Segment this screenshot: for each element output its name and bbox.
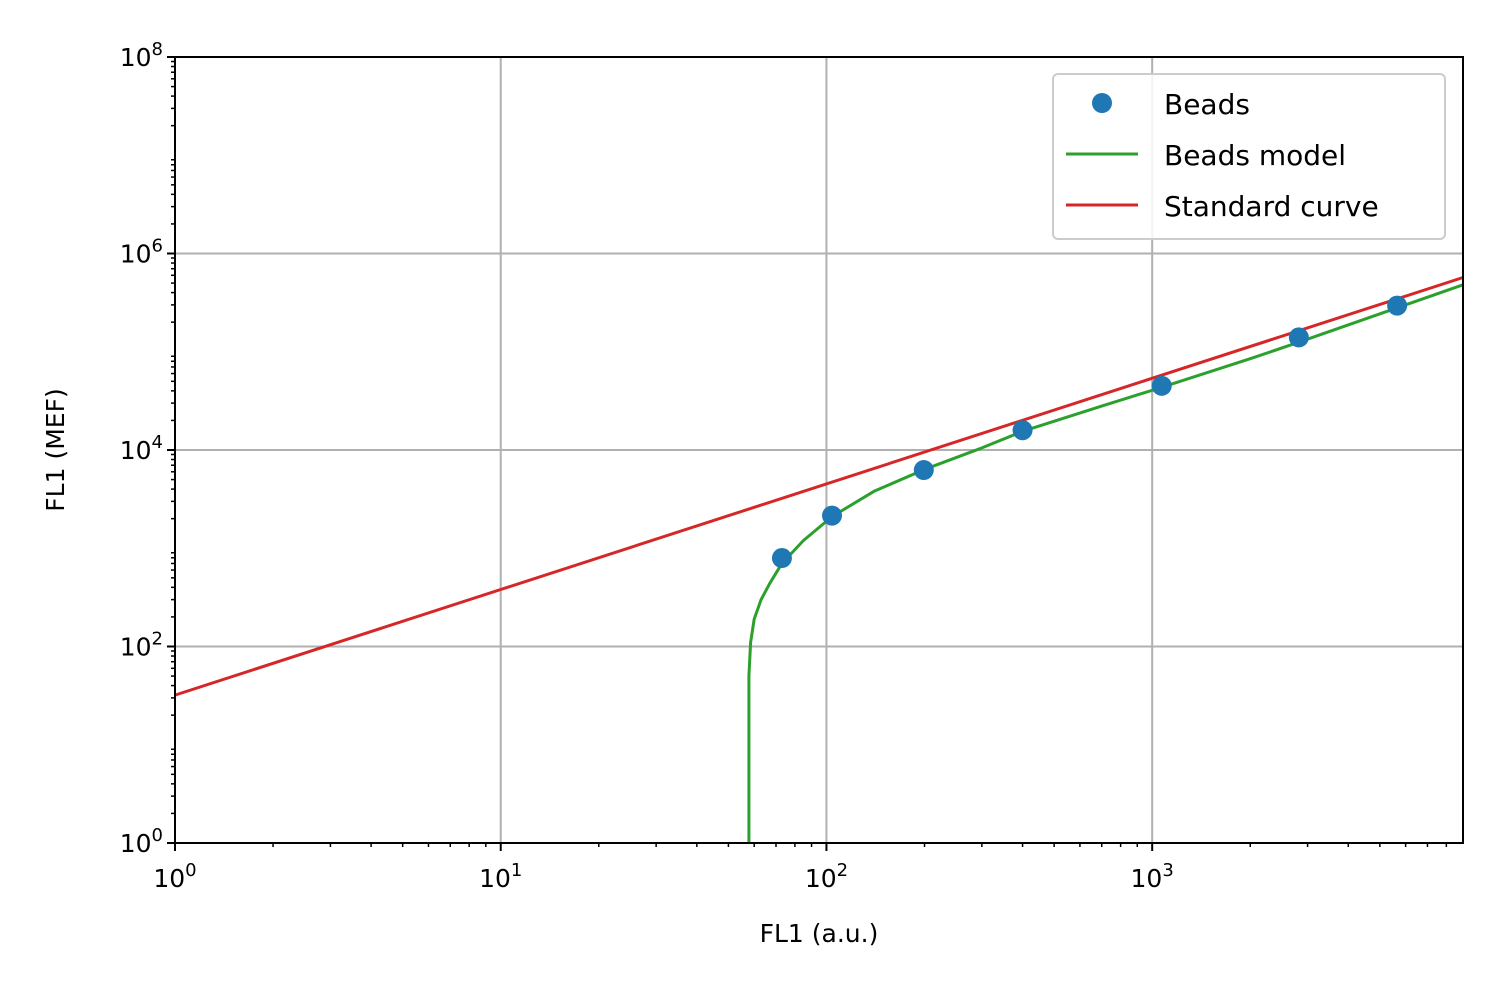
y-tick-label: 106 (120, 236, 163, 269)
legend-label-beads-model: Beads model (1164, 139, 1346, 172)
y-tick-label: 108 (120, 39, 163, 72)
legend: Beads Beads model Standard curve (1052, 73, 1446, 240)
data-point-beads (1288, 327, 1309, 348)
y-tick-label: 102 (120, 629, 163, 662)
series-line-standard-curve (174, 276, 1464, 697)
data-point-beads (1012, 420, 1033, 441)
x-axis-label: FL1 (a.u.) (760, 919, 879, 948)
legend-marker-beads (1092, 93, 1112, 113)
data-point-beads (913, 460, 934, 481)
series-layer (174, 276, 1464, 843)
legend-label-standard-curve: Standard curve (1164, 190, 1379, 223)
data-point-beads (771, 548, 792, 569)
x-tick-label: 102 (805, 860, 848, 893)
series-line-beads-model (747, 283, 1464, 843)
x-tick-label: 103 (1131, 860, 1174, 893)
ticks-layer: 100 101 102 103 100 102 104 106 108 (120, 39, 1448, 893)
data-point-beads (1151, 375, 1172, 396)
data-point-beads (822, 505, 843, 526)
data-point-beads (1387, 295, 1408, 316)
y-tick-label: 104 (120, 432, 163, 465)
x-tick-label: 101 (479, 860, 522, 893)
y-axis-label: FL1 (MEF) (41, 388, 70, 511)
legend-label-beads: Beads (1164, 88, 1250, 121)
x-tick-label: 100 (153, 860, 196, 893)
legend-box (1052, 73, 1446, 240)
y-tick-label: 100 (120, 825, 163, 858)
